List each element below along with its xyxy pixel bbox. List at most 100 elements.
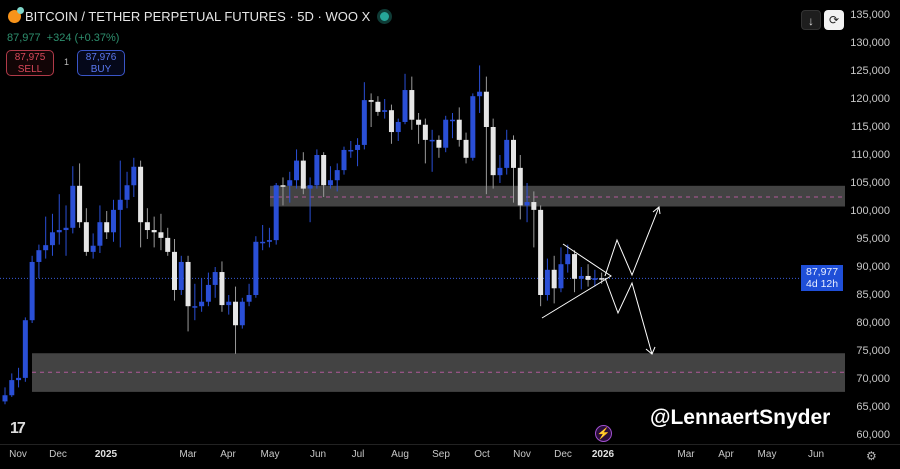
- time-tick: Jun: [309, 449, 327, 460]
- time-tick: Aug: [391, 449, 409, 460]
- time-tick: Oct: [474, 449, 490, 460]
- arrow-down-icon[interactable]: ↓: [801, 10, 821, 30]
- symbol-header[interactable]: BITCOIN / TETHER PERPETUAL FUTURES · 5D …: [8, 7, 390, 24]
- candle-down: [280, 185, 286, 187]
- candle-down: [436, 139, 442, 148]
- candle-down: [388, 110, 394, 133]
- time-tick: Apr: [718, 449, 734, 460]
- candle-up: [260, 241, 266, 244]
- candle-up: [22, 320, 28, 378]
- candle-down: [368, 100, 374, 102]
- candle-up: [29, 261, 35, 321]
- sell-button[interactable]: 87,975 SELL: [6, 50, 54, 76]
- candle-up: [477, 91, 483, 97]
- time-tick: Jul: [351, 449, 365, 460]
- market-status-icon: [380, 12, 390, 21]
- order-quantity: 1: [64, 57, 70, 67]
- candle-up: [246, 295, 252, 302]
- candle-up: [524, 202, 530, 206]
- time-tick: Mar: [179, 449, 197, 460]
- candle-down: [517, 167, 523, 206]
- lightning-icon[interactable]: ⚡: [595, 425, 612, 442]
- price-tick: 70,000: [856, 373, 890, 385]
- candle-down: [300, 160, 306, 189]
- candle-up: [63, 227, 69, 231]
- candle-up: [97, 222, 103, 246]
- candle-down: [77, 185, 83, 223]
- candle-down: [172, 251, 177, 290]
- candle-down: [144, 222, 150, 231]
- arrow-head: [645, 346, 656, 355]
- price-tick: 95,000: [856, 233, 890, 245]
- current-price-label: 87,977 4d 12h: [801, 265, 843, 291]
- time-tick: Nov: [9, 449, 27, 460]
- auto-scale-icon[interactable]: ⟳: [824, 10, 844, 30]
- candle-down: [531, 202, 537, 210]
- candle-up: [307, 185, 313, 189]
- candle-up: [117, 199, 123, 210]
- candle-up: [504, 139, 510, 168]
- support-resistance-zone: [32, 353, 845, 392]
- candle-up: [253, 241, 259, 295]
- time-tick: 2026: [591, 449, 615, 460]
- candle-up: [178, 261, 184, 290]
- candle-down: [551, 269, 557, 289]
- candle-down: [511, 139, 516, 168]
- candle-down: [409, 90, 415, 120]
- candle-up: [327, 180, 333, 186]
- price-tick: 135,000: [850, 9, 890, 21]
- time-tick: May: [260, 449, 280, 460]
- candle-up: [192, 306, 198, 308]
- time-tick: Sep: [432, 449, 450, 460]
- price-tick: 130,000: [850, 37, 890, 49]
- candle-up: [429, 139, 435, 142]
- price-tick: 75,000: [856, 345, 890, 357]
- time-tick: May: [757, 449, 777, 460]
- candle-up: [90, 245, 96, 252]
- candle-up: [355, 144, 361, 150]
- candle-up: [226, 301, 232, 306]
- candle-up: [16, 377, 22, 381]
- candle-up: [287, 180, 293, 186]
- candle-down: [463, 139, 469, 158]
- price-tick: 100,000: [850, 205, 890, 217]
- sell-price: 87,975: [14, 52, 46, 63]
- candle-down: [138, 166, 144, 223]
- candle-up: [592, 278, 598, 280]
- settings-icon[interactable]: ⚙: [866, 449, 877, 463]
- price-tick: 65,000: [856, 401, 890, 413]
- candle-up: [266, 240, 272, 242]
- candle-up: [544, 269, 550, 295]
- candle-down: [456, 119, 462, 140]
- candle-up: [124, 185, 130, 200]
- candle-down: [83, 222, 89, 252]
- candle-up: [205, 284, 211, 302]
- candle-up: [2, 395, 8, 402]
- time-tick: Apr: [220, 449, 236, 460]
- candle-up: [199, 301, 205, 307]
- bearish-projection-arrow: [604, 277, 653, 355]
- price-tick: 120,000: [850, 93, 890, 105]
- candle-up: [56, 230, 62, 233]
- candle-down: [585, 275, 591, 280]
- candle-down: [151, 230, 157, 233]
- bitcoin-icon: [8, 7, 24, 23]
- time-tick: Jun: [807, 449, 825, 460]
- sell-label: SELL: [17, 64, 43, 75]
- tradingview-logo[interactable]: 17: [10, 420, 26, 437]
- candle-down: [219, 272, 225, 306]
- candle-up: [334, 170, 340, 181]
- axis-divider: [0, 444, 900, 445]
- candle-up: [449, 119, 455, 122]
- time-tick: Nov: [513, 449, 531, 460]
- candle-up: [70, 185, 76, 228]
- candle-up: [470, 96, 476, 158]
- buy-price: 87,976: [85, 52, 117, 63]
- price-tick: 105,000: [850, 177, 890, 189]
- candle-countdown: 4d 12h: [806, 278, 839, 290]
- candle-up: [565, 254, 571, 265]
- candle-up: [443, 119, 449, 148]
- buy-button[interactable]: 87,976 BUY: [77, 50, 125, 76]
- candle-up: [497, 167, 503, 176]
